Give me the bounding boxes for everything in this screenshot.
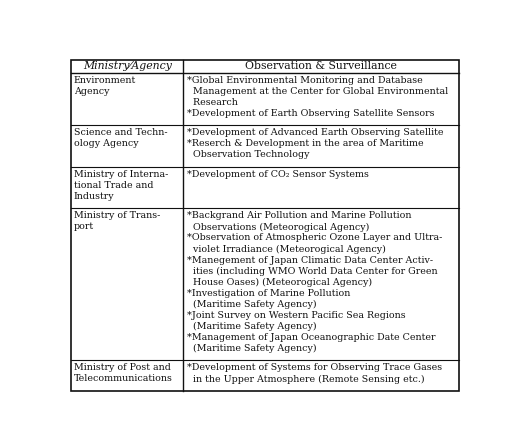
Text: Environment: Environment [74,76,136,85]
Text: Agency: Agency [74,87,110,96]
Text: Observation & Surveillance: Observation & Surveillance [246,61,397,71]
Text: Industry: Industry [74,192,115,201]
Text: ities (including WMO World Data Center for Green: ities (including WMO World Data Center f… [187,267,437,276]
Text: *Observation of Atmospheric Ozone Layer and Ultra-: *Observation of Atmospheric Ozone Layer … [187,233,442,243]
Text: Ministry⁄Agency: Ministry⁄Agency [83,61,172,71]
Text: Observation Technology: Observation Technology [187,150,309,159]
Text: *Development of CO₂ Sensor Systems: *Development of CO₂ Sensor Systems [187,170,369,179]
Text: *Development of Earth Observing Satellite Sensors: *Development of Earth Observing Satellit… [187,109,434,118]
Text: in the Upper Atmosphere (Remote Sensing etc.): in the Upper Atmosphere (Remote Sensing … [187,375,424,384]
Text: Observations (Meteorogical Agency): Observations (Meteorogical Agency) [187,223,369,231]
Text: port: port [74,223,94,231]
Text: *Global Environmental Monitoring and Database: *Global Environmental Monitoring and Dat… [187,76,422,85]
Text: tional Trade and: tional Trade and [74,181,154,190]
Text: *Backgrand Air Pollution and Marine Pollution: *Backgrand Air Pollution and Marine Poll… [187,211,411,220]
Text: *Reserch & Development in the area of Maritime: *Reserch & Development in the area of Ma… [187,139,423,149]
Text: Ministry of Trans-: Ministry of Trans- [74,211,160,220]
Text: (Maritime Safety Agency): (Maritime Safety Agency) [187,322,316,331]
Text: Management at the Center for Global Environmental: Management at the Center for Global Envi… [187,87,448,96]
Text: *Development of Advanced Earth Observing Satellite: *Development of Advanced Earth Observing… [187,128,443,137]
Text: Telecommunications: Telecommunications [74,375,173,384]
Text: *Investigation of Marine Pollution: *Investigation of Marine Pollution [187,289,350,298]
Text: *Joint Survey on Western Pacific Sea Regions: *Joint Survey on Western Pacific Sea Reg… [187,311,405,320]
Text: *Manegement of Japan Climatic Data Center Activ-: *Manegement of Japan Climatic Data Cente… [187,256,433,264]
Text: violet Irradiance (Meteorogical Agency): violet Irradiance (Meteorogical Agency) [187,244,385,254]
Text: (Maritime Safety Agency): (Maritime Safety Agency) [187,300,316,309]
Text: Science and Techn-: Science and Techn- [74,128,168,137]
Text: (Maritime Safety Agency): (Maritime Safety Agency) [187,344,316,353]
Text: House Oases) (Meteorogical Agency): House Oases) (Meteorogical Agency) [187,278,372,287]
Text: Research: Research [187,98,237,107]
Text: Ministry of Post and: Ministry of Post and [74,363,171,372]
Text: ology Agency: ology Agency [74,139,139,149]
Text: Ministry of Interna-: Ministry of Interna- [74,170,169,179]
Text: *Development of Systems for Observing Trace Gases: *Development of Systems for Observing Tr… [187,363,442,372]
Text: *Management of Japan Oceanographic Date Center: *Management of Japan Oceanographic Date … [187,333,435,342]
